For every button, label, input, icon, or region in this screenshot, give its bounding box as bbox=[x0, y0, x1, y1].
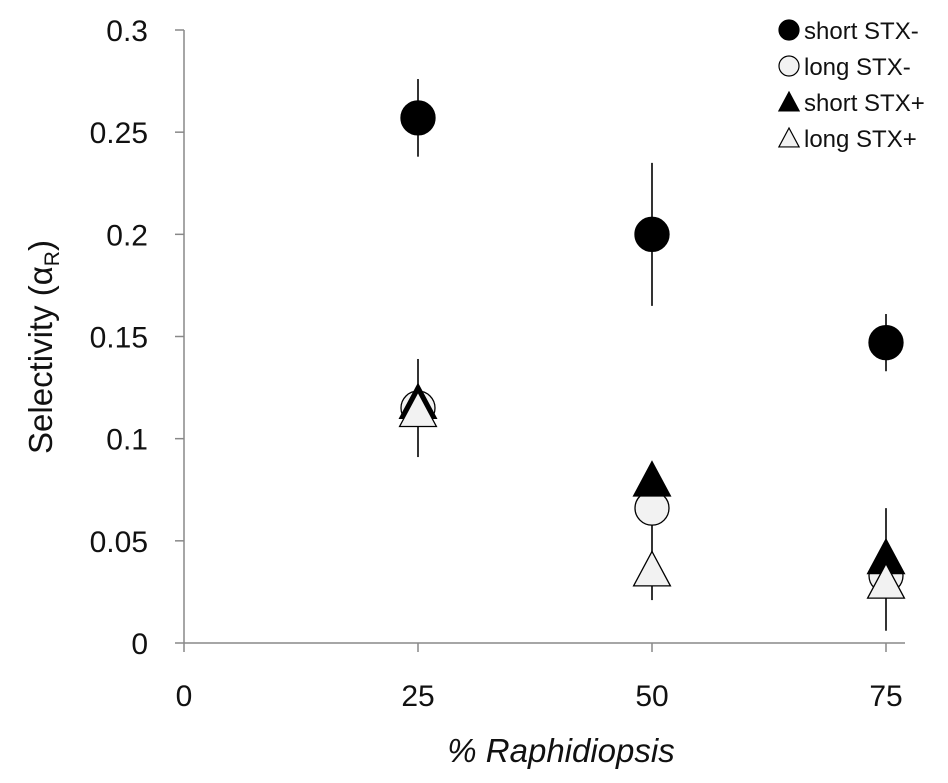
legend-marker-long-stx bbox=[778, 55, 800, 77]
legend-marker-short-stx bbox=[778, 19, 800, 41]
y-tick-label: 0 bbox=[131, 628, 148, 661]
y-tick-label: 0.05 bbox=[90, 526, 148, 559]
point-short-stx bbox=[868, 324, 904, 361]
point-short-stx bbox=[400, 100, 436, 136]
y-tick-label: 0.3 bbox=[106, 15, 148, 48]
legend-marker-short-stx bbox=[777, 90, 801, 112]
y-axis-title-subscript: R bbox=[41, 251, 64, 266]
x-tick-label: 75 bbox=[869, 680, 902, 713]
point-short-stx bbox=[634, 216, 670, 252]
legend-marker-long-stx bbox=[777, 126, 801, 148]
axes: 0 0.05 0.1 0.15 0.2 0.25 0.3 0 25 50 75 bbox=[90, 15, 905, 713]
y-axis-title: Selectivity (αR) bbox=[22, 240, 64, 454]
x-tick-label: 50 bbox=[635, 680, 668, 713]
point-short-stx bbox=[632, 460, 672, 497]
legend-label-short-stx: short STX- bbox=[804, 18, 919, 45]
point-long-stx bbox=[398, 390, 438, 428]
x-tick-label: 0 bbox=[176, 680, 193, 713]
legend-label-short-stx: short STX+ bbox=[804, 90, 925, 117]
y-tick-label: 0.2 bbox=[106, 219, 148, 252]
legend-label-long-stx: long STX+ bbox=[804, 126, 917, 153]
x-axis-title: % Raphidiopsis bbox=[447, 732, 674, 769]
data-markers bbox=[398, 100, 906, 599]
y-axis-title-main: Selectivity (α bbox=[22, 266, 59, 454]
y-tick-label: 0.15 bbox=[90, 322, 148, 355]
y-axis-title-close: ) bbox=[22, 240, 59, 251]
point-long-stx bbox=[632, 550, 672, 587]
legend: short STX-long STX-short STX+ long STX+ bbox=[777, 18, 925, 153]
y-tick-label: 0.1 bbox=[106, 424, 148, 457]
x-tick-label: 25 bbox=[401, 680, 434, 713]
error-bars bbox=[417, 79, 887, 631]
legend-label-long-stx: long STX- bbox=[804, 54, 911, 81]
y-tick-label: 0.25 bbox=[90, 117, 148, 150]
point-long-stx bbox=[866, 562, 906, 599]
